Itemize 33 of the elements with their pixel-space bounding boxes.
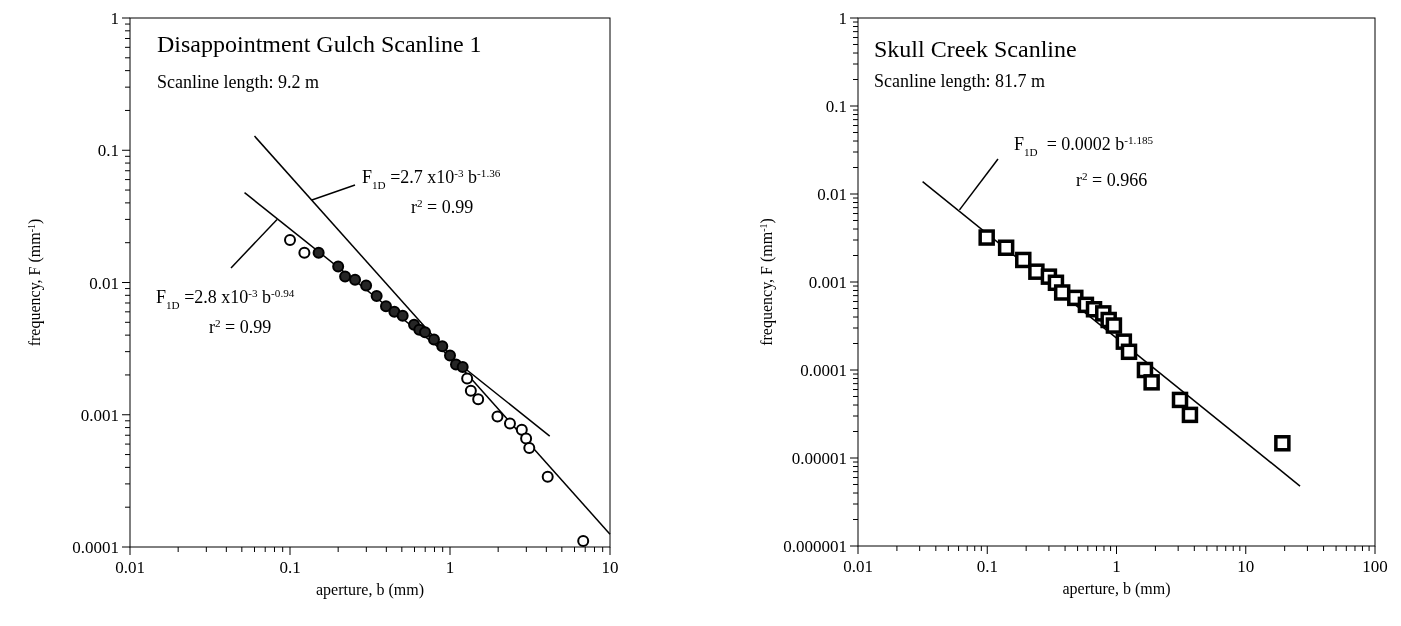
x-axis-title: aperture, b (mm) <box>1062 580 1171 598</box>
x-tick-label: 0.1 <box>279 558 301 577</box>
x-tick-label: 0.1 <box>976 557 998 576</box>
annotation: r$^{2}$ = 0.99 <box>411 197 474 217</box>
annotation: F$_{1D}$ =2.8 x10$^{-3}$ b$^{-0.94}$ <box>156 287 295 311</box>
x-tick-label: 10 <box>601 558 619 577</box>
text: Skull Creek Scanline <box>874 36 1077 62</box>
y-tick-label: 0.0001 <box>800 361 847 380</box>
y-tick-label: 0.1 <box>97 141 119 161</box>
text: Disappointment Gulch Scanline 1 <box>157 31 482 57</box>
y-tick-label: 0.1 <box>825 97 847 116</box>
y-tick-label: 1 <box>838 9 847 28</box>
y-tick-label: 0.000001 <box>783 537 847 556</box>
x-axis-title: aperture, b (mm) <box>316 581 424 599</box>
y-tick-label: 1 <box>110 9 119 28</box>
x-tick-label: 1 <box>1112 557 1121 576</box>
annotation: r$^{2}$ = 0.966 <box>1076 170 1148 190</box>
x-tick-label: 1 <box>445 558 455 577</box>
annotation: F$_{1D}$ =2.7 x10$^{-3}$ b$^{-1.36}$ <box>362 167 501 191</box>
x-tick-label: 0.01 <box>115 558 145 577</box>
y-tick-label: 0.01 <box>89 273 119 293</box>
y-tick-label: 0.001 <box>808 273 847 292</box>
x-tick-label: 0.01 <box>843 557 873 576</box>
text: Scanline length: 81.7 m <box>874 71 1045 91</box>
annotation: F$_{1D}$ = 0.0002 b$^{-1.185}$ <box>1014 134 1154 158</box>
y-tick-label: 0.0001 <box>72 538 119 557</box>
x-tick-label: 10 <box>1237 557 1255 576</box>
text: Scanline length: 9.2 m <box>157 72 319 92</box>
annotation: r$^{2}$ = 0.99 <box>209 317 272 337</box>
y-tick-label: 0.01 <box>817 185 847 204</box>
y-tick-label: 0.001 <box>80 405 119 425</box>
y-tick-label: 0.00001 <box>791 449 847 468</box>
x-tick-label: 100 <box>1362 557 1388 576</box>
